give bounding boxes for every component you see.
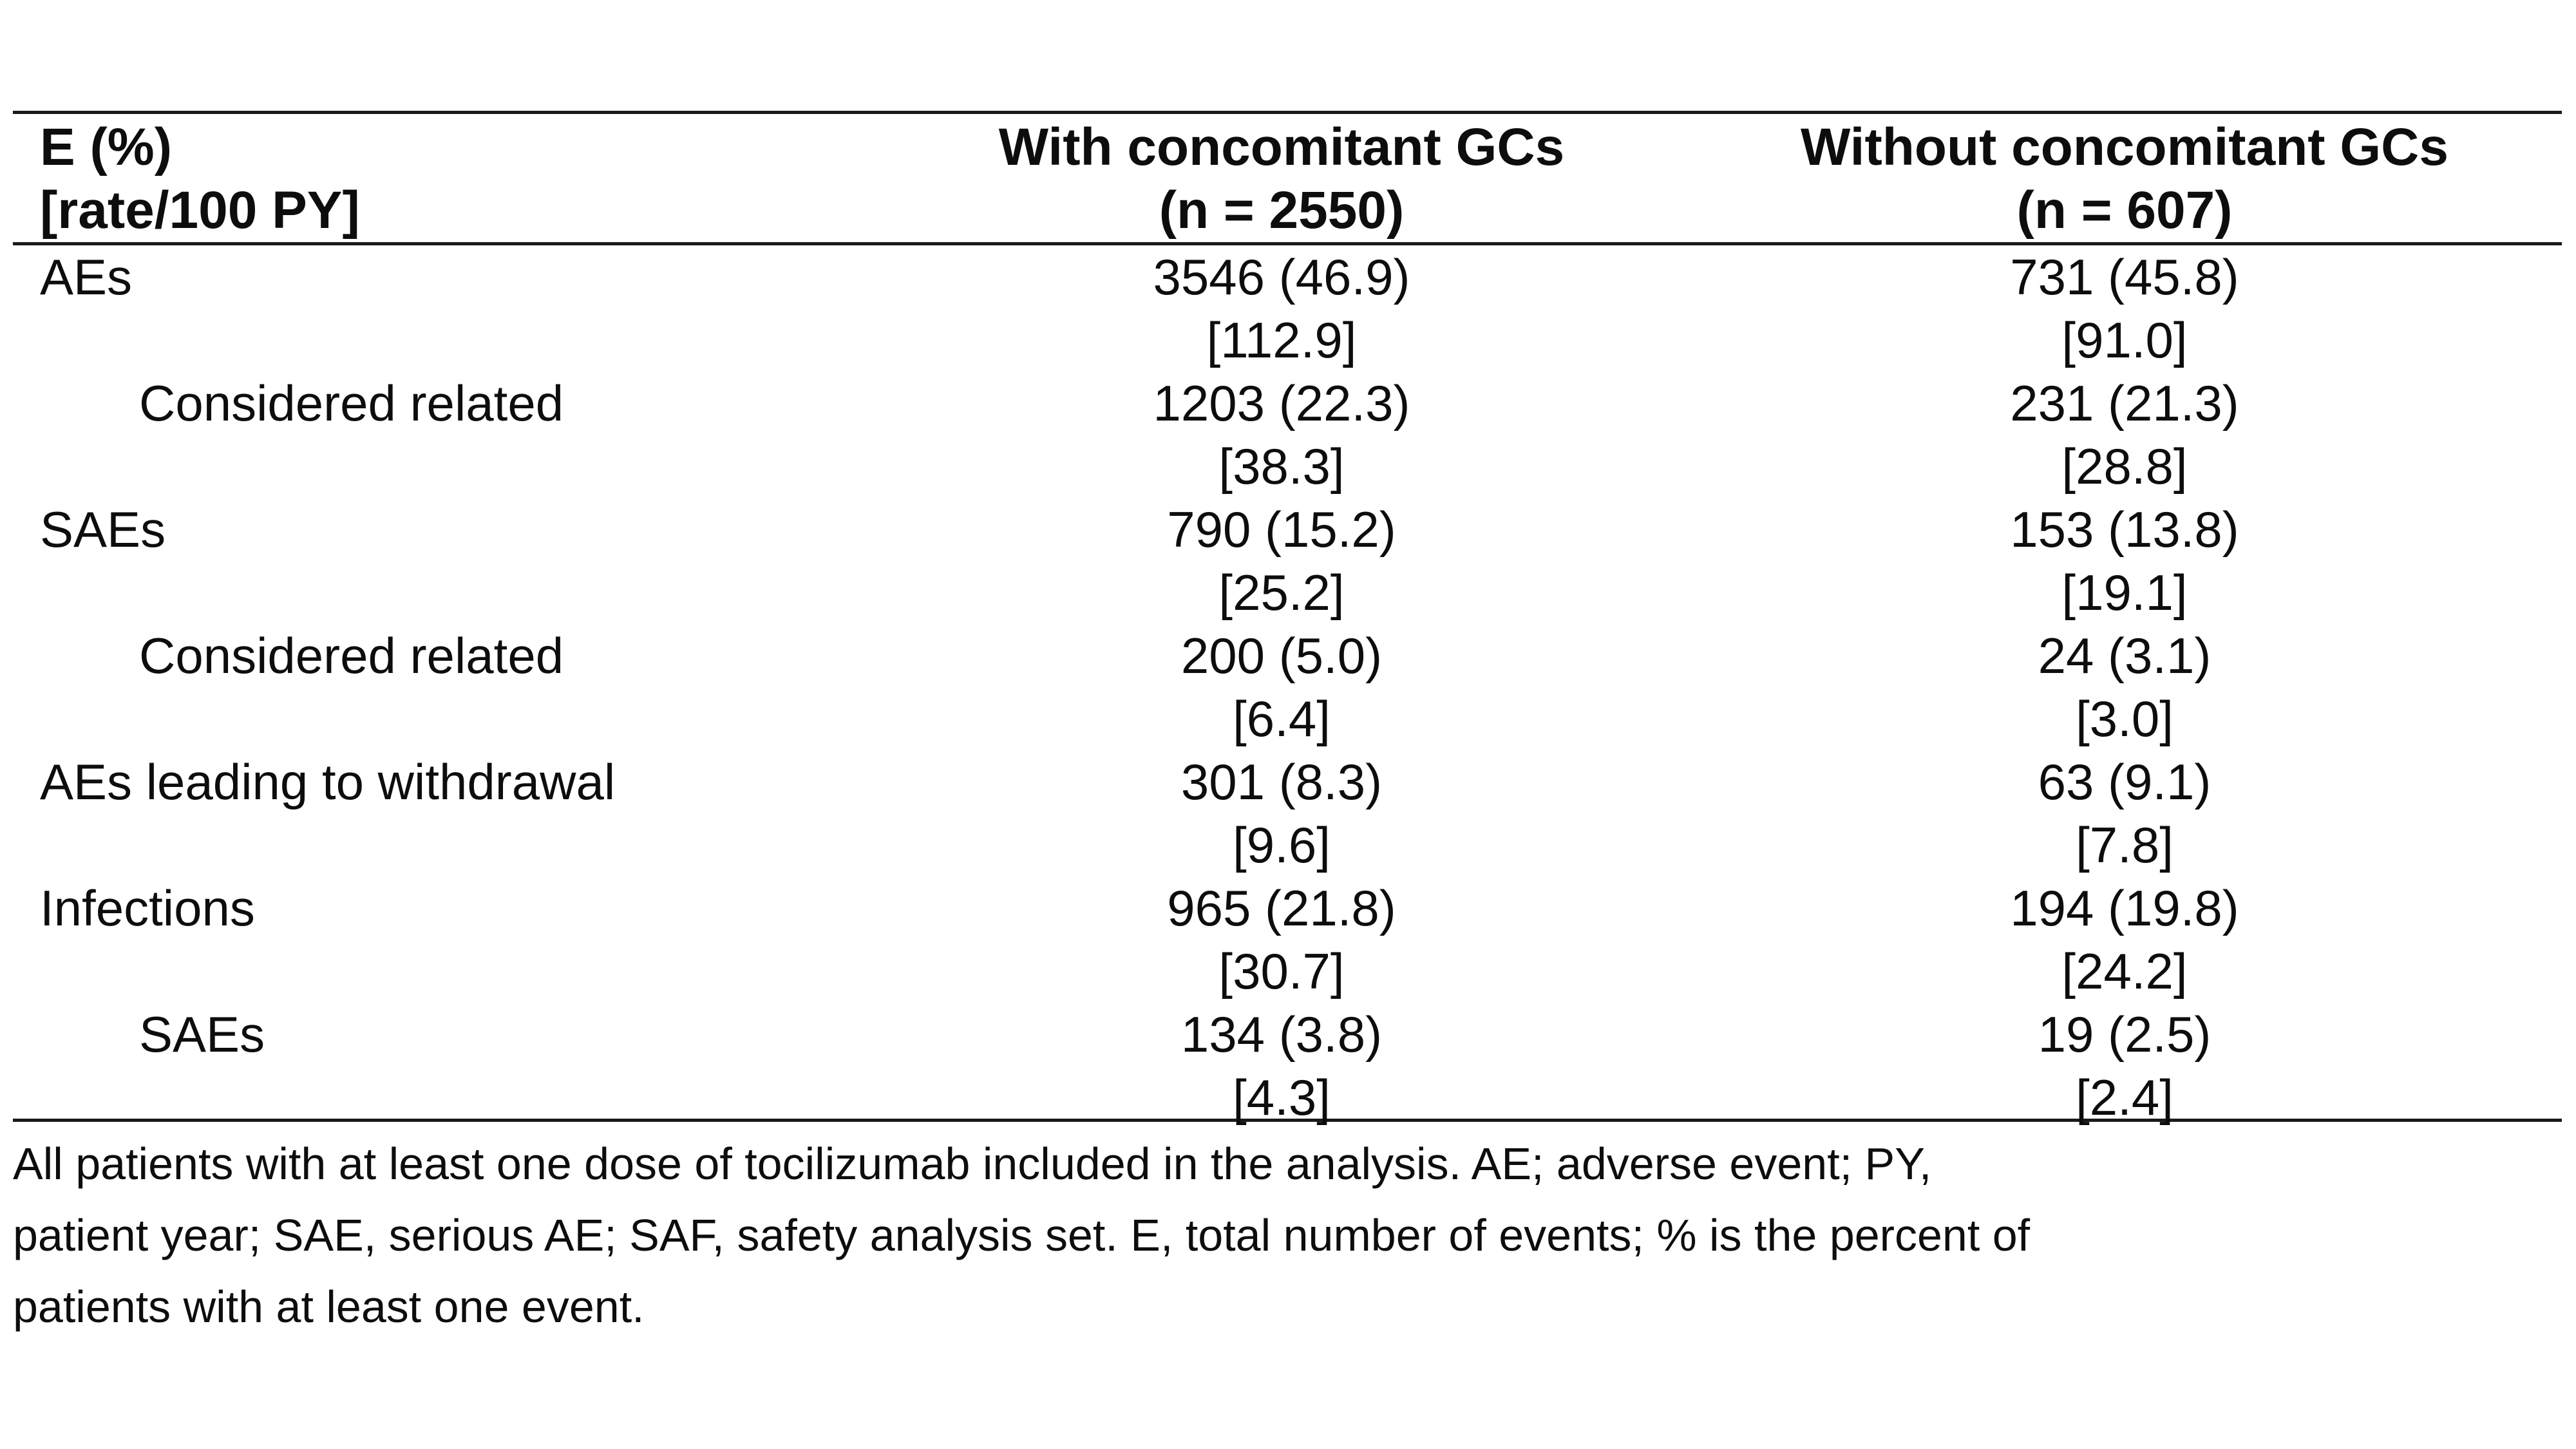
- cell-rate-value: [91.0]: [2061, 312, 2188, 368]
- cell-events-value: 1203 (22.3): [1153, 375, 1410, 431]
- cell-events-value: 231 (21.3): [2010, 375, 2239, 431]
- footnote-line: All patients with at least one dose of t…: [13, 1139, 1932, 1189]
- cell-events-value: 965 (21.8): [1167, 880, 1396, 936]
- table-row-infections: Infections 965 (21.8) [30.7] 194 (19.8) …: [13, 876, 2562, 1003]
- row-label: SAEs: [40, 501, 166, 558]
- cell-rate-value: [3.0]: [2076, 690, 2174, 747]
- row-cell-without-gcs: 63 (9.1) [7.8]: [1662, 750, 2562, 876]
- row-cell-with-gcs: 134 (3.8) [4.3]: [902, 1003, 1662, 1129]
- table-top-rule: [13, 111, 2562, 114]
- table-row-aes: AEs 3546 (46.9) [112.9] 731 (45.8) [91.0…: [13, 245, 2562, 372]
- cell-rate-value: [9.6]: [1233, 817, 1331, 873]
- cell-rate-value: [7.8]: [2076, 817, 2174, 873]
- row-label: AEs: [40, 249, 133, 305]
- cell-rate-value: [112.9]: [1206, 312, 1357, 368]
- row-label: Infections: [40, 880, 255, 936]
- cell-rate-value: [2.4]: [2076, 1069, 2174, 1126]
- cell-events-value: 731 (45.8): [2010, 249, 2239, 305]
- cell-rate-value: [6.4]: [1233, 690, 1331, 747]
- row-cell-without-gcs: 731 (45.8) [91.0]: [1662, 245, 2562, 372]
- column-header-measure: E (%) [rate/100 PY]: [13, 116, 902, 242]
- safety-table: E (%) [rate/100 PY] With concomitant GCs…: [13, 111, 2562, 1343]
- without-gcs-header-label: Without concomitant GCs: [1801, 118, 2448, 176]
- row-cell-with-gcs: 301 (8.3) [9.6]: [902, 750, 1662, 876]
- row-cell-without-gcs: 19 (2.5) [2.4]: [1662, 1003, 2562, 1129]
- cell-events-value: 19 (2.5): [2038, 1006, 2211, 1063]
- footnote-line: patients with at least one event.: [13, 1282, 645, 1332]
- cell-rate-value: [25.2]: [1218, 564, 1345, 621]
- row-cell-without-gcs: 194 (19.8) [24.2]: [1662, 876, 2562, 1003]
- footnote-line: patient year; SAE, serious AE; SAF, safe…: [13, 1210, 2031, 1260]
- cell-rate-value: [30.7]: [1218, 943, 1345, 999]
- without-gcs-header-n: (n = 607): [2016, 181, 2233, 240]
- row-cell-with-gcs: 965 (21.8) [30.7]: [902, 876, 1662, 1003]
- row-cell-without-gcs: 153 (13.8) [19.1]: [1662, 498, 2562, 624]
- row-cell-without-gcs: 24 (3.1) [3.0]: [1662, 624, 2562, 750]
- cell-rate-value: [24.2]: [2061, 943, 2188, 999]
- column-header-with-gcs: With concomitant GCs (n = 2550): [902, 116, 1662, 242]
- cell-events-value: 194 (19.8): [2010, 880, 2239, 936]
- cell-rate-value: [19.1]: [2061, 564, 2188, 621]
- row-cell-with-gcs: 3546 (46.9) [112.9]: [902, 245, 1662, 372]
- table-body: AEs 3546 (46.9) [112.9] 731 (45.8) [91.0…: [13, 245, 2562, 1129]
- cell-rate-value: [4.3]: [1233, 1069, 1331, 1126]
- table-header-row: E (%) [rate/100 PY] With concomitant GCs…: [13, 114, 2562, 242]
- table-row-aes-withdrawal: AEs leading to withdrawal 301 (8.3) [9.6…: [13, 750, 2562, 876]
- table-row-aes-considered-related: Considered related 1203 (22.3) [38.3] 23…: [13, 372, 2562, 498]
- with-gcs-header-n: (n = 2550): [1159, 181, 1405, 240]
- measure-header-line1: E (%): [40, 118, 172, 176]
- row-cell-with-gcs: 1203 (22.3) [38.3]: [902, 372, 1662, 498]
- measure-header-line2: [rate/100 PY]: [40, 181, 360, 240]
- table-row-saes-considered-related: Considered related 200 (5.0) [6.4] 24 (3…: [13, 624, 2562, 750]
- cell-events-value: 3546 (46.9): [1153, 249, 1410, 305]
- row-cell-with-gcs: 790 (15.2) [25.2]: [902, 498, 1662, 624]
- column-header-without-gcs: Without concomitant GCs (n = 607): [1662, 116, 2562, 242]
- row-cell-without-gcs: 231 (21.3) [28.8]: [1662, 372, 2562, 498]
- cell-events-value: 63 (9.1): [2038, 753, 2211, 810]
- row-label: AEs leading to withdrawal: [40, 753, 616, 810]
- table-row-saes: SAEs 790 (15.2) [25.2] 153 (13.8) [19.1]: [13, 498, 2562, 624]
- cell-events-value: 153 (13.8): [2010, 501, 2239, 558]
- cell-events-value: 134 (3.8): [1180, 1006, 1383, 1063]
- row-label: SAEs: [139, 1006, 265, 1063]
- row-label: Considered related: [139, 627, 564, 684]
- cell-events-value: 200 (5.0): [1180, 627, 1383, 684]
- table-header-rule: [13, 242, 2562, 245]
- cell-events-value: 24 (3.1): [2038, 627, 2211, 684]
- row-label: Considered related: [139, 375, 564, 431]
- table-footnote: All patients with at least one dose of t…: [13, 1122, 2562, 1343]
- table-row-infections-saes: SAEs 134 (3.8) [4.3] 19 (2.5) [2.4]: [13, 1003, 2562, 1129]
- cell-events-value: 301 (8.3): [1180, 753, 1383, 810]
- cell-events-value: 790 (15.2): [1167, 501, 1396, 558]
- cell-rate-value: [38.3]: [1218, 438, 1345, 495]
- cell-rate-value: [28.8]: [2061, 438, 2188, 495]
- table-bottom-rule: [13, 1119, 2562, 1122]
- row-cell-with-gcs: 200 (5.0) [6.4]: [902, 624, 1662, 750]
- with-gcs-header-label: With concomitant GCs: [998, 118, 1565, 176]
